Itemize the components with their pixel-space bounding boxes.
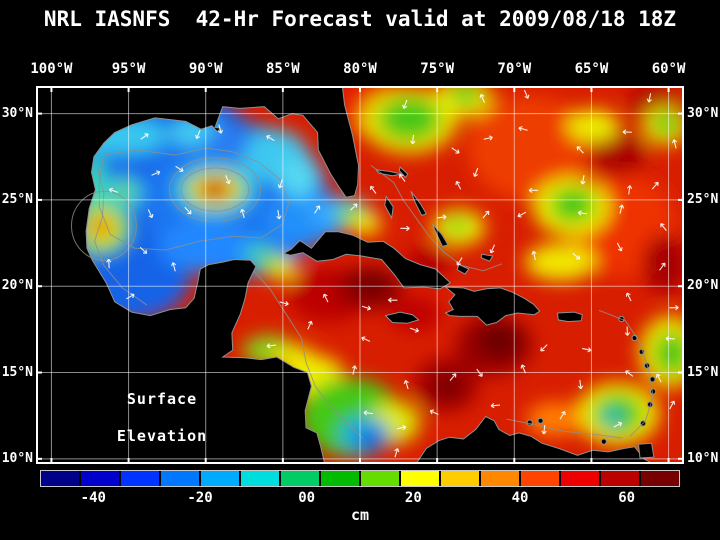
land-masses — [36, 86, 657, 464]
colorbar-tick-label: -20 — [187, 490, 213, 506]
colorbar-segment — [161, 471, 199, 486]
lat-tick-label-right: 20°N — [687, 278, 719, 294]
lon-tick-label: 70°W — [497, 61, 532, 77]
colorbar-segment — [601, 471, 639, 486]
colorbar-segment — [241, 471, 279, 486]
lon-tick-label: 85°W — [265, 61, 300, 77]
colorbar-segment — [281, 471, 319, 486]
lon-tick-label: 65°W — [574, 61, 609, 77]
lon-tick-label: 100°W — [30, 61, 73, 77]
colorbar-segment — [401, 471, 439, 486]
colorbar-segment — [361, 471, 399, 486]
colorbar-unit-label: cm — [350, 506, 370, 524]
colorbar-tick-label: 40 — [511, 490, 529, 506]
lat-tick-label-left: 30°N — [1, 105, 33, 121]
colorbar — [40, 470, 680, 487]
lat-tick-label-right: 25°N — [687, 191, 719, 207]
colorbar-tick-label: 20 — [404, 490, 422, 506]
surface-label: Surface — [126, 390, 198, 408]
colorbar-segment — [321, 471, 359, 486]
colorbar-segment — [521, 471, 559, 486]
colorbar-tick-label: 60 — [618, 490, 636, 506]
colorbar-tick-label: 00 — [298, 490, 316, 506]
map-frame — [36, 86, 684, 464]
lat-tick-label-left: 25°N — [1, 191, 33, 207]
elevation-label: Elevation — [116, 427, 208, 445]
colorbar-segment — [41, 471, 79, 486]
current-vectors — [106, 89, 679, 458]
colorbar-segment — [121, 471, 159, 486]
colorbar-segment — [81, 471, 119, 486]
lon-tick-label: 80°W — [343, 61, 377, 77]
map-canvas — [36, 86, 684, 464]
lat-tick-label-right: 15°N — [687, 364, 719, 380]
bathymetry-contours — [71, 147, 654, 439]
colorbar-segment — [561, 471, 599, 486]
lon-tick-label: 90°W — [188, 61, 223, 77]
lat-tick-label-right: 30°N — [687, 105, 719, 121]
colorbar-segment — [641, 471, 679, 486]
colorbar-segment — [441, 471, 479, 486]
lat-tick-label-right: 10°N — [687, 450, 719, 466]
lon-tick-label: 95°W — [111, 61, 146, 77]
colorbar-tick-label: -40 — [80, 490, 106, 506]
lat-tick-label-left: 15°N — [1, 364, 33, 380]
colorbar-segment — [201, 471, 239, 486]
figure-title: NRL IASNFS 42-Hr Forecast valid at 2009/… — [43, 7, 677, 31]
lat-tick-label-left: 10°N — [1, 450, 33, 466]
lon-tick-label: 60°W — [651, 61, 686, 77]
lat-tick-label-left: 20°N — [1, 278, 33, 294]
lon-tick-label: 75°W — [420, 61, 454, 77]
colorbar-segment — [481, 471, 519, 486]
